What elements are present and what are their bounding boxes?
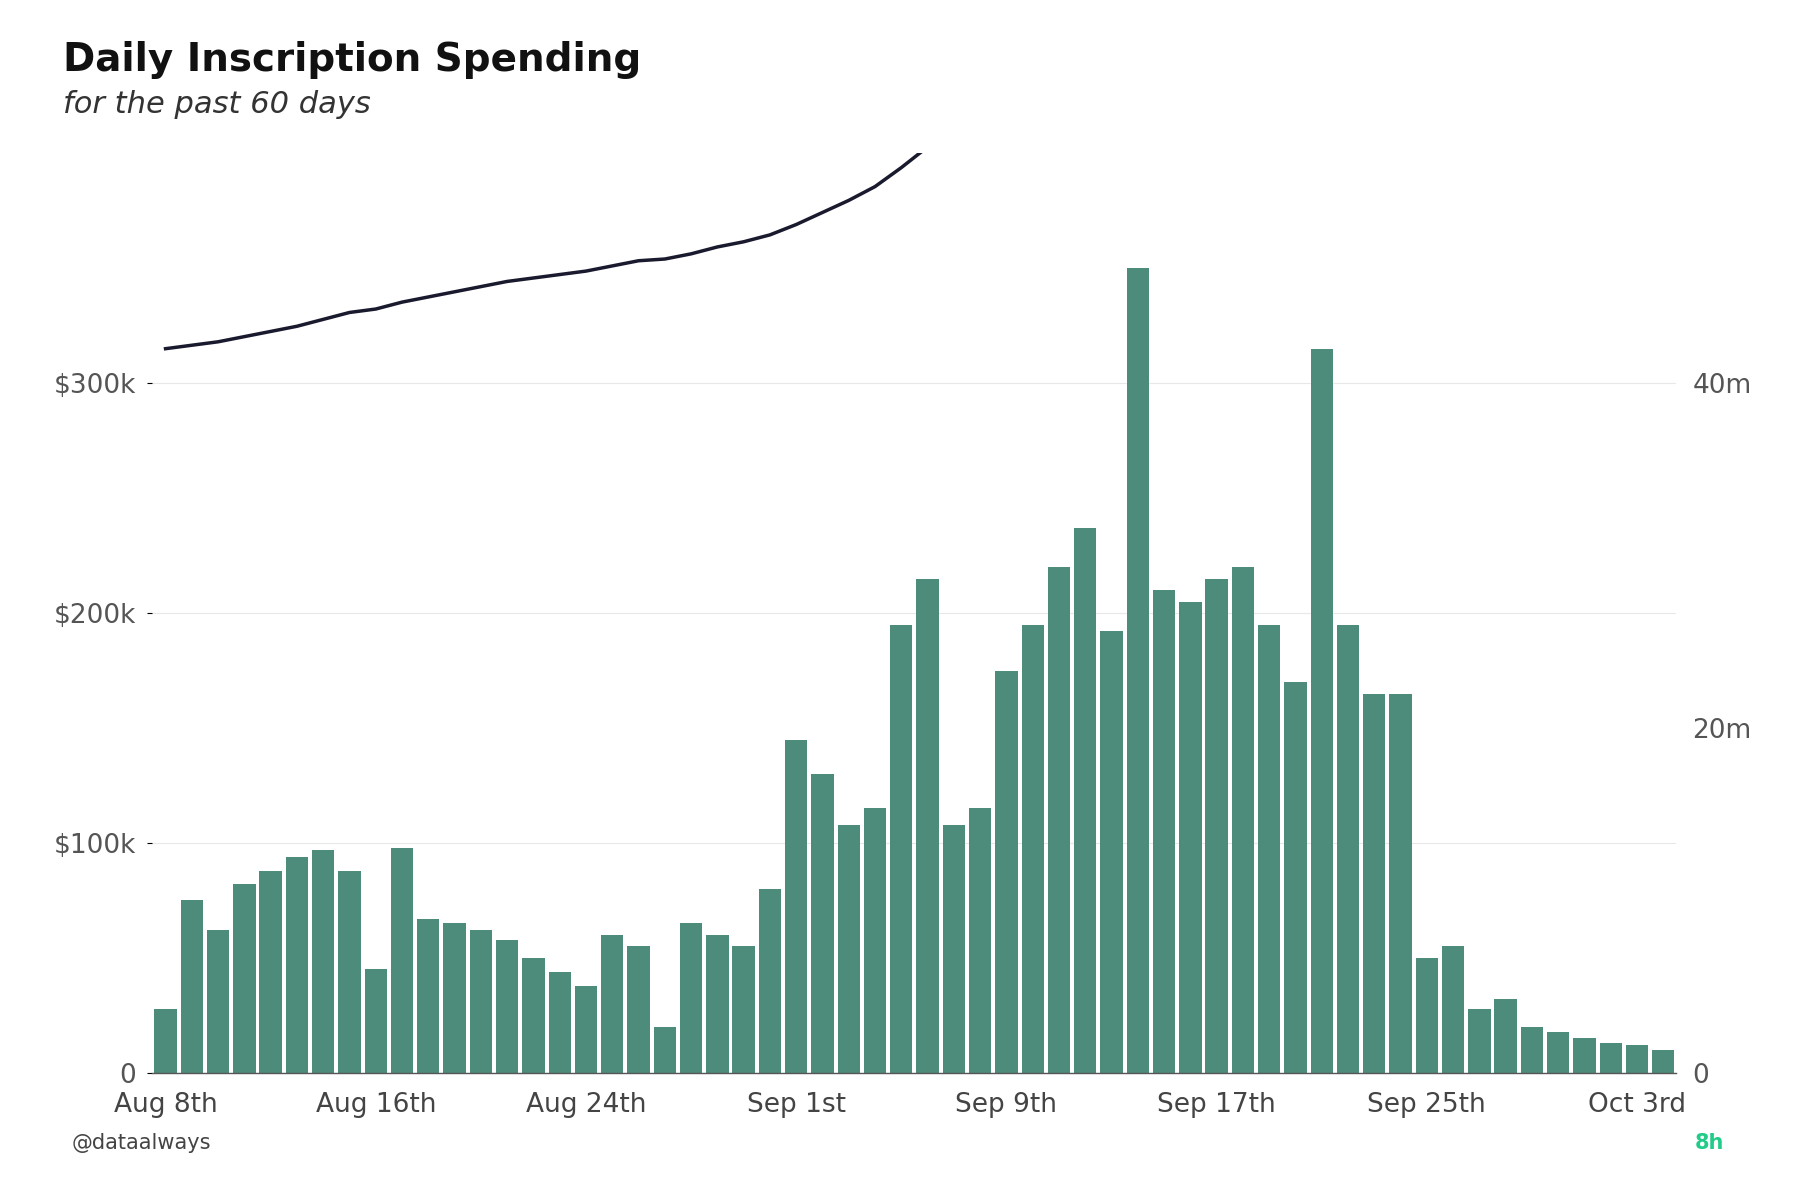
Bar	[1311, 349, 1332, 1073]
Bar	[785, 739, 807, 1073]
Bar	[549, 971, 570, 1073]
Bar	[1363, 693, 1386, 1073]
Bar	[576, 986, 597, 1073]
Bar	[1468, 1008, 1490, 1073]
Bar	[181, 901, 203, 1073]
Bar	[733, 947, 755, 1073]
Bar	[968, 809, 992, 1073]
Bar	[1047, 567, 1070, 1073]
Text: Daily Inscription Spending: Daily Inscription Spending	[63, 41, 642, 79]
Bar	[1495, 1000, 1517, 1073]
Bar	[497, 940, 518, 1073]
Bar	[889, 625, 913, 1073]
Bar	[391, 848, 412, 1073]
Bar	[443, 923, 466, 1073]
Bar	[758, 889, 782, 1073]
Bar	[1651, 1050, 1675, 1073]
Bar	[1074, 528, 1096, 1073]
Bar	[1180, 601, 1201, 1073]
Bar	[260, 870, 282, 1073]
Bar	[810, 773, 834, 1073]
Bar	[1205, 579, 1228, 1073]
Bar	[339, 870, 360, 1073]
Bar	[1599, 1043, 1623, 1073]
Bar	[312, 850, 333, 1073]
Bar	[470, 930, 491, 1073]
Bar	[916, 579, 940, 1073]
Bar	[943, 824, 965, 1073]
Bar	[1284, 681, 1307, 1073]
Bar	[1259, 625, 1280, 1073]
Bar	[154, 1008, 178, 1073]
Bar	[233, 884, 256, 1073]
Bar	[1232, 567, 1253, 1073]
Bar	[1626, 1046, 1648, 1073]
Text: 8h: 8h	[1694, 1133, 1723, 1153]
Bar	[654, 1027, 676, 1073]
Bar	[680, 923, 703, 1073]
Bar	[1126, 268, 1149, 1073]
Bar	[418, 918, 439, 1073]
Bar	[1572, 1039, 1596, 1073]
Bar	[601, 935, 624, 1073]
Bar	[1101, 632, 1122, 1073]
Bar	[285, 857, 308, 1073]
Bar	[1153, 591, 1174, 1073]
Bar	[364, 969, 387, 1073]
Text: for the past 60 days: for the past 60 days	[63, 90, 371, 119]
Bar	[837, 824, 861, 1073]
Bar	[1338, 625, 1359, 1073]
Bar	[1390, 693, 1411, 1073]
Bar	[1520, 1027, 1544, 1073]
Bar	[864, 809, 886, 1073]
Bar	[995, 671, 1018, 1073]
Bar	[1416, 957, 1438, 1073]
Bar	[1022, 625, 1044, 1073]
Bar	[206, 930, 230, 1073]
Bar	[628, 947, 649, 1073]
Bar	[522, 957, 545, 1073]
Bar	[1547, 1032, 1569, 1073]
Bar	[1442, 947, 1465, 1073]
Bar	[706, 935, 728, 1073]
Text: @dataalways: @dataalways	[72, 1133, 212, 1153]
